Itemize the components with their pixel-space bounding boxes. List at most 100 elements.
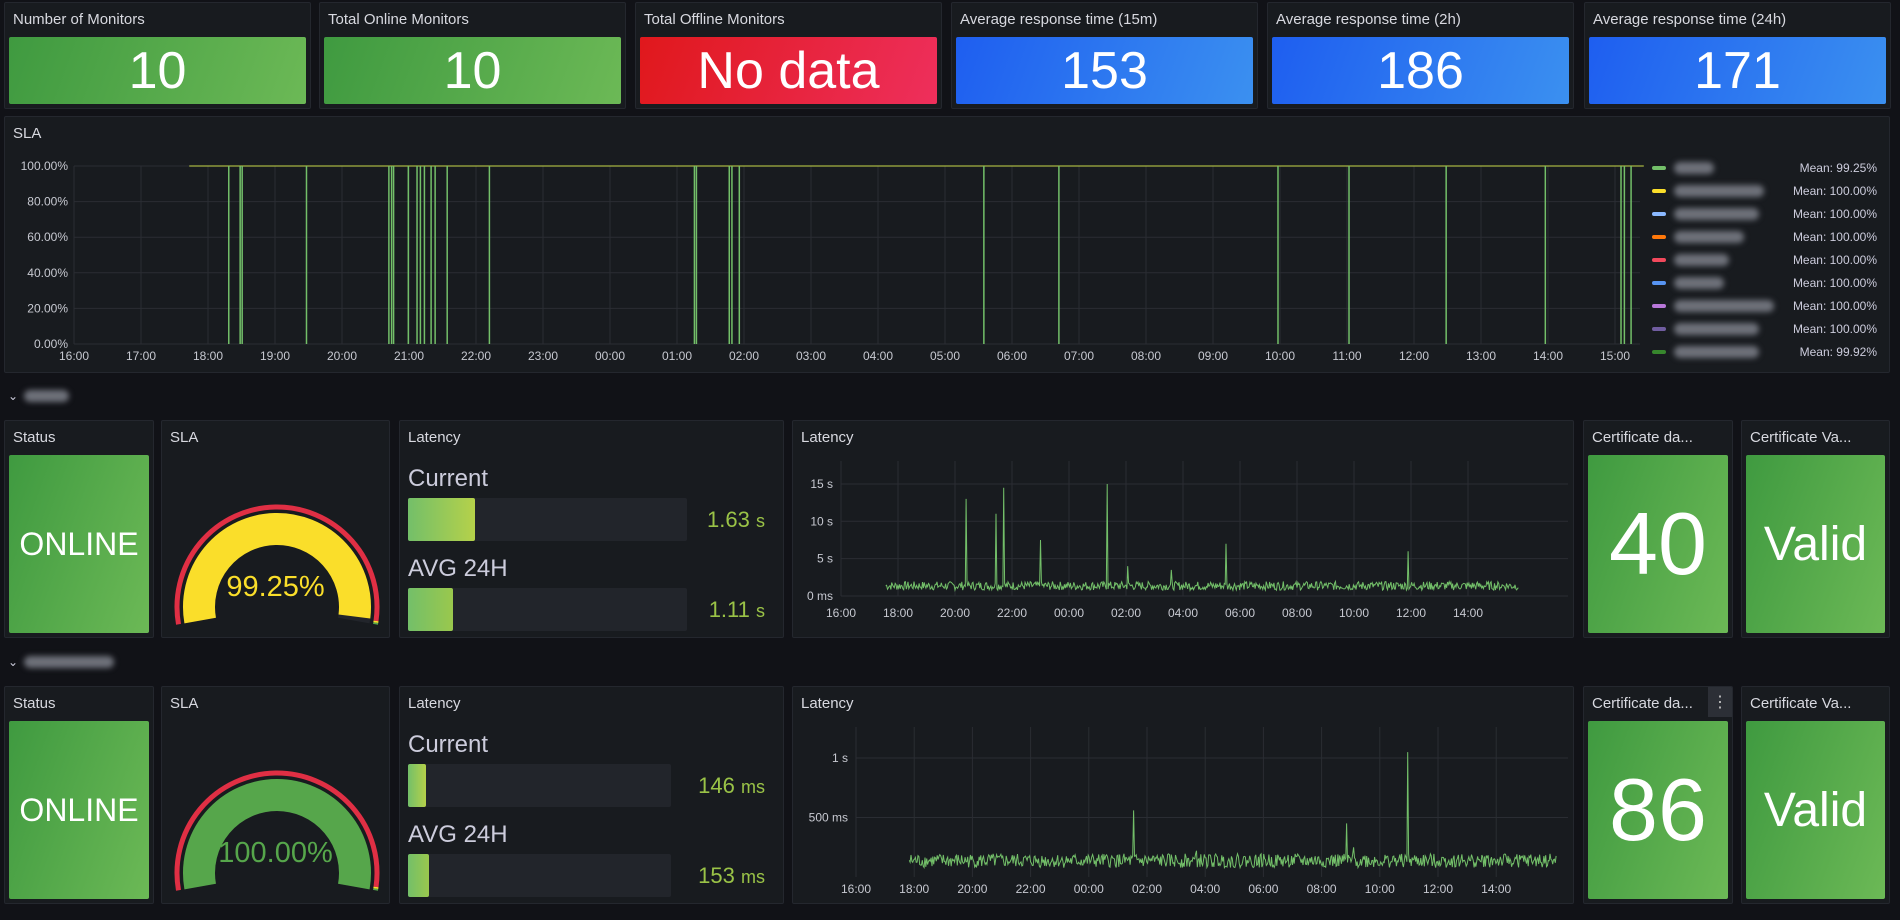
stat-title: Average response time (24h) (1593, 11, 1787, 28)
legend-mean: Mean: 100.00% (1792, 275, 1877, 290)
panel-title: Certificate Va... (1750, 695, 1852, 712)
latency-chart: 500 ms 1 s 16:00 18:00 20:00 22:00 00:00 02:00 0… (809, 727, 1568, 896)
legend-item[interactable]: Mean: 99.25% (1652, 156, 1877, 179)
stat-value: 10 (9, 37, 306, 104)
stat-value: 153 (956, 37, 1253, 104)
sla-gauge-panel: SLA 99.25% (161, 420, 390, 638)
current-number: 1.63 (707, 507, 750, 532)
x-tick-label: 00:00 (1074, 882, 1104, 896)
legend-item[interactable]: Mean: 100.00% (1652, 179, 1877, 202)
x-tick-label: 02:00 (1132, 882, 1162, 896)
x-tick-label: 19:00 (260, 349, 290, 363)
legend-mean: Mean: 100.00% (1792, 206, 1877, 221)
x-tick-label: 14:00 (1453, 606, 1483, 620)
stat-title: Average response time (15m) (960, 11, 1158, 28)
chevron-down-icon[interactable]: ⌄ (8, 655, 19, 669)
legend-item[interactable]: Mean: 100.00% (1652, 271, 1877, 294)
sla-gauge-value: 100.00% (218, 837, 333, 869)
legend-mean: Mean: 100.00% (1792, 183, 1877, 198)
certificate-valid-panel: Certificate Va... Valid (1741, 686, 1890, 904)
latency-bars-panel: Latency Current 146 ms AVG 24H 153 ms (399, 686, 784, 904)
legend-mean: Mean: 99.92% (1799, 344, 1877, 359)
legend-item[interactable]: Mean: 100.00% (1652, 225, 1877, 248)
latency-chart: 0 ms 5 s 10 s 15 s 16:00 18:00 20:00 22:00 00:00… (807, 461, 1568, 620)
stat-panel: Average response time (15m) 153 (951, 2, 1258, 109)
certificate-valid-value: Valid (1746, 455, 1885, 633)
legend-swatch (1652, 165, 1666, 170)
x-tick-label: 16:00 (841, 882, 871, 896)
current-bar-track (408, 498, 687, 541)
stat-value: 171 (1589, 37, 1886, 104)
certificate-days-panel: Certificate da... ⋮ 86 (1583, 686, 1733, 904)
avg-unit: ms (741, 867, 765, 887)
avg-bar-fill (408, 854, 430, 897)
panel-title: Latency (408, 429, 461, 446)
legend-name-redacted (1674, 207, 1759, 220)
status-panel: Status ONLINE (4, 420, 154, 638)
status-value: ONLINE (9, 721, 149, 899)
stat-panel: Average response time (24h) 171 (1584, 2, 1891, 109)
stat-title: Total Online Monitors (328, 11, 469, 28)
current-bar-fill (408, 764, 427, 807)
y-tick-label: 60.00% (27, 230, 68, 244)
x-tick-label: 08:00 (1282, 606, 1312, 620)
legend-name-redacted (1674, 345, 1759, 358)
x-tick-label: 16:00 (59, 349, 89, 363)
x-tick-label: 05:00 (930, 349, 960, 363)
row-header[interactable]: ⌄ (8, 386, 70, 406)
stat-panel: Number of Monitors 10 (4, 2, 311, 109)
legend-item[interactable]: Mean: 100.00% (1652, 248, 1877, 271)
panel-title: Latency (801, 429, 854, 446)
latency-series-line (885, 483, 1519, 593)
current-value: 146 ms (698, 773, 765, 799)
certificate-valid-value: Valid (1746, 721, 1885, 899)
legend-swatch (1652, 234, 1666, 239)
legend-item[interactable]: Mean: 100.00% (1652, 202, 1877, 225)
y-tick-label: 80.00% (27, 195, 68, 209)
row-header[interactable]: ⌄ (8, 652, 115, 672)
x-tick-label: 18:00 (899, 882, 929, 896)
row-title-redacted (24, 656, 115, 668)
x-tick-label: 04:00 (863, 349, 893, 363)
legend-item[interactable]: Mean: 99.92% (1652, 340, 1877, 363)
current-unit: ms (741, 777, 765, 797)
legend-name-redacted (1674, 253, 1729, 266)
y-tick-label: 0 ms (807, 589, 833, 603)
legend-name-redacted (1674, 230, 1744, 243)
certificate-days-value: 86 (1588, 721, 1728, 899)
current-bar-track (408, 764, 671, 807)
latency-series-line (908, 752, 1557, 870)
x-tick-label: 06:00 (997, 349, 1027, 363)
gauge-threshold-red (174, 504, 380, 625)
panel-menu-icon[interactable]: ⋮ (1708, 687, 1732, 717)
chevron-down-icon[interactable]: ⌄ (8, 389, 19, 403)
legend-item[interactable]: Mean: 100.00% (1652, 294, 1877, 317)
current-label: Current (408, 731, 489, 758)
stat-panel: Average response time (2h) 186 (1267, 2, 1574, 109)
y-tick-label: 100.00% (21, 159, 69, 173)
x-tick-label: 14:00 (1533, 349, 1563, 363)
gauge-threshold-red (174, 770, 380, 891)
y-tick-label: 15 s (810, 477, 833, 491)
stat-title: Average response time (2h) (1276, 11, 1461, 28)
current-number: 146 (698, 773, 735, 798)
sla-gauge (174, 770, 380, 891)
legend-swatch (1652, 280, 1666, 285)
latency-graph-panel: Latency 500 ms 1 s 16:00 18:00 20:00 22:00 00:… (792, 686, 1574, 904)
legend-swatch (1652, 349, 1666, 354)
current-label: Current (408, 465, 489, 492)
panel-title: Certificate da... (1592, 695, 1693, 712)
stat-value: 186 (1272, 37, 1569, 104)
legend-mean: Mean: 99.25% (1799, 160, 1877, 175)
row-title-redacted (24, 390, 70, 402)
legend-item[interactable]: Mean: 100.00% (1652, 317, 1877, 340)
x-tick-label: 00:00 (595, 349, 625, 363)
x-tick-label: 10:00 (1365, 882, 1395, 896)
legend-name-redacted (1674, 299, 1774, 312)
x-tick-label: 17:00 (126, 349, 156, 363)
avg-bar-track (408, 588, 687, 631)
x-tick-label: 14:00 (1481, 882, 1511, 896)
x-tick-label: 03:00 (796, 349, 826, 363)
stat-panel: Total Offline Monitors No data (635, 2, 942, 109)
certificate-valid-panel: Certificate Va... Valid (1741, 420, 1890, 638)
